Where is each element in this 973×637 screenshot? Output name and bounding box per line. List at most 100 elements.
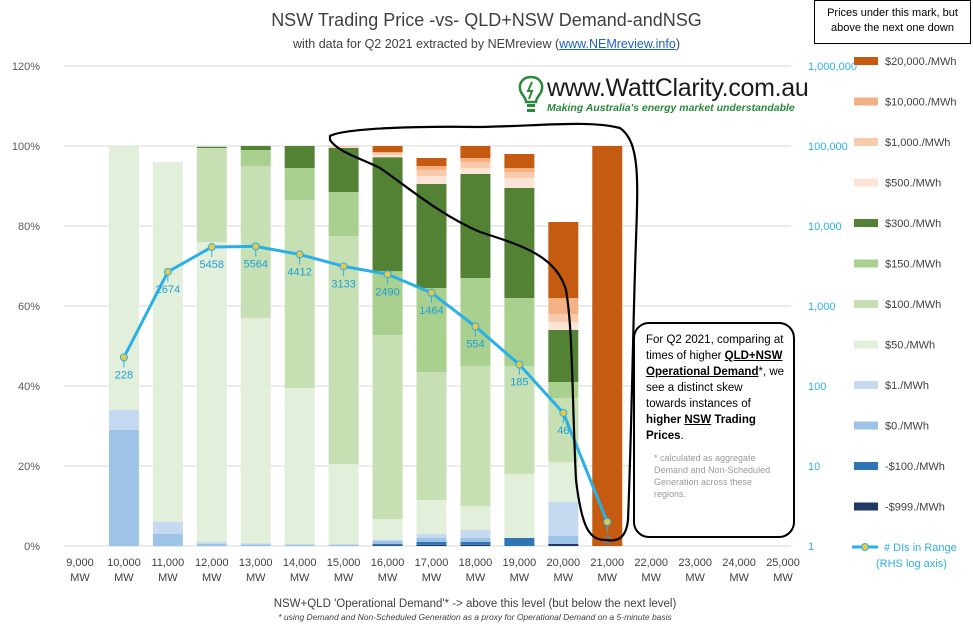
x-tick-unit: MW xyxy=(597,572,617,584)
x-tick-unit: MW xyxy=(334,572,354,584)
bar-segment xyxy=(240,318,271,544)
bar-segment xyxy=(372,539,403,541)
legend-label: $50./MWh xyxy=(885,340,935,352)
bar-segment xyxy=(548,314,579,322)
line-point xyxy=(339,262,348,271)
bar-segment xyxy=(372,545,403,546)
bar-segment xyxy=(240,150,271,166)
logo-tagline: Making Australia's energy market underst… xyxy=(547,102,795,114)
legend-line-label-2: (RHS log axis) xyxy=(876,558,947,570)
nemreview-link[interactable]: www.NEMreview.info xyxy=(559,37,676,51)
line-point-label: 554 xyxy=(466,339,484,351)
bar-segment xyxy=(240,544,271,546)
bar-segment xyxy=(504,172,535,178)
legend-swatch xyxy=(854,381,878,389)
y-right-tick-label: 10,000 xyxy=(808,221,842,233)
x-axis-title: NSW+QLD 'Operational Demand'* -> above t… xyxy=(274,598,677,610)
annotation-footnote: * calculated as aggregate Demand and Non… xyxy=(654,453,771,499)
chart-subtitle: with data for Q2 2021 extracted by NEMre… xyxy=(0,37,973,51)
bar-segment xyxy=(328,146,359,148)
y-right-tick-label: 1,000,000 xyxy=(808,61,857,73)
legend-label: -$100./MWh xyxy=(885,461,945,473)
right-axis: 1 10 100 1,000 10,000 100,000 1,000,000 xyxy=(808,61,857,553)
x-tick-unit: MW xyxy=(114,572,134,584)
y-right-tick-label: 100 xyxy=(808,381,826,393)
legend-label: $1,000./MWh xyxy=(885,137,950,149)
bar-segment xyxy=(548,222,579,298)
left-axis: 0% 20% 40% 60% 80% 100% 120% xyxy=(12,61,40,553)
bar-segment xyxy=(196,242,227,542)
x-tick-label: 14,000 xyxy=(283,557,317,569)
legend-label: $10,000./MWh xyxy=(885,97,957,109)
line-point xyxy=(295,250,304,259)
bar-stacks xyxy=(108,146,623,546)
legend-label: $1./MWh xyxy=(885,380,929,392)
bar-segment xyxy=(328,148,359,192)
legend-label: $150./MWh xyxy=(885,259,941,271)
legend-header: Prices under this mark, but above the ne… xyxy=(814,0,971,44)
bar-segment xyxy=(548,330,579,382)
line-point xyxy=(427,288,436,297)
y-left-tick-label: 120% xyxy=(12,61,40,73)
bar-segment xyxy=(460,506,491,530)
lightbulb-icon xyxy=(518,75,544,112)
bar-segment xyxy=(460,168,491,174)
x-tick-unit: MW xyxy=(641,572,661,584)
legend-label: $300./MWh xyxy=(885,218,941,230)
bar-segment xyxy=(240,146,271,150)
line-point xyxy=(559,408,568,417)
x-tick-unit: MW xyxy=(554,572,574,584)
note-part: . xyxy=(680,430,684,442)
logo-brand: www.WattClarity.com.au xyxy=(547,74,809,102)
bar-segment xyxy=(416,542,447,545)
x-tick-label: 11,000 xyxy=(151,557,184,569)
x-tick-label: 17,000 xyxy=(415,557,449,569)
x-tick-label: 24,000 xyxy=(722,557,756,569)
bar-segment xyxy=(240,543,271,545)
bar-segment xyxy=(372,153,403,156)
legend-swatch xyxy=(854,138,878,146)
x-tick-unit: MW xyxy=(466,572,486,584)
bar-segment xyxy=(548,382,579,398)
legend-label: $0./MWh xyxy=(885,421,929,433)
legend-label: $500./MWh xyxy=(885,178,941,190)
demand-count-line xyxy=(122,244,609,523)
line-point xyxy=(163,267,172,276)
bar-segment xyxy=(372,157,403,272)
legend-line-marker xyxy=(861,543,869,551)
bar-segment xyxy=(504,366,535,474)
line-point xyxy=(383,270,392,279)
y-left-tick-label: 0% xyxy=(24,541,40,553)
x-tick-unit: MW xyxy=(422,572,442,584)
bar-segment xyxy=(548,502,579,536)
x-tick-label: 12,000 xyxy=(195,557,229,569)
y-left-tick-label: 80% xyxy=(18,221,40,233)
x-tick-label: 13,000 xyxy=(239,557,273,569)
bar-segment xyxy=(592,146,623,546)
hand-drawn-highlight xyxy=(328,122,639,542)
legend-swatch xyxy=(854,178,878,187)
x-tick-unit: MW xyxy=(70,572,90,584)
bar-segment xyxy=(548,462,579,502)
bar-segment xyxy=(460,544,491,546)
x-tick-unit: MW xyxy=(202,572,222,584)
bar-segment xyxy=(284,388,315,544)
legend-line-label: # DIs in Range xyxy=(884,542,957,554)
bar-segment xyxy=(372,540,403,544)
bar-segment xyxy=(416,184,447,288)
bar-segment xyxy=(152,534,183,546)
x-tick-label: 20,000 xyxy=(546,557,580,569)
bar-segment xyxy=(416,538,447,542)
bar-segment xyxy=(416,544,447,546)
x-tick-label: 18,000 xyxy=(459,557,493,569)
line-point-label: 2674 xyxy=(156,284,180,296)
bar-segment xyxy=(460,278,491,366)
bar-segment xyxy=(504,538,535,546)
legend-label: $100./MWh xyxy=(885,299,941,311)
bar-segment xyxy=(284,200,315,388)
y-right-tick-label: 10 xyxy=(808,461,820,473)
bar-segment xyxy=(284,544,315,546)
y-right-tick-label: 1,000 xyxy=(808,301,836,313)
